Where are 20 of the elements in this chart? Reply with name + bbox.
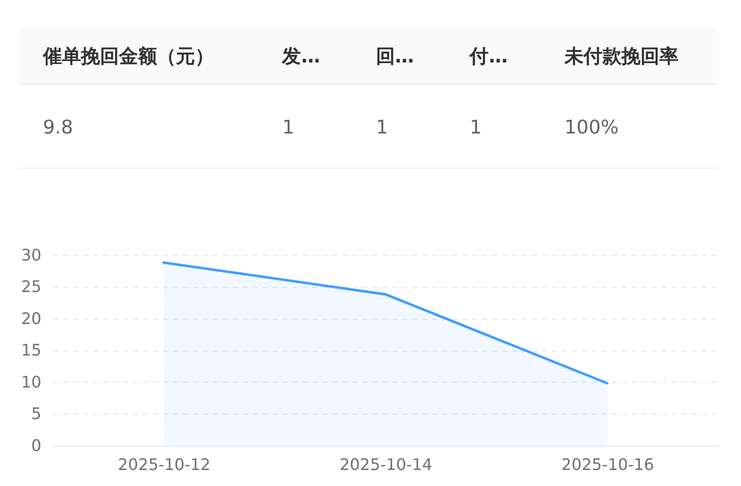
y-tick-label: 30	[21, 245, 42, 264]
y-tick-label: 25	[21, 277, 42, 296]
category-label: 未付款挽回率	[563, 45, 678, 68]
category-label: 发…	[281, 45, 320, 68]
y-tick-label: 5	[31, 404, 42, 424]
category-label: 催单挽回金额（元）	[42, 45, 214, 68]
y-tick-label: 15	[21, 340, 42, 360]
x-tick-label: 2025-10-14	[340, 454, 432, 474]
y-tick-label: 20	[21, 308, 42, 328]
x-tick-label: 2025-10-12	[118, 454, 211, 474]
x-tick-label: 2025-10-16	[561, 454, 654, 474]
category-label: 付…	[468, 45, 508, 68]
text: 1	[470, 116, 482, 138]
text: 1	[376, 116, 388, 138]
text: 1	[282, 116, 294, 138]
text: 100%	[564, 116, 619, 138]
text: 9.8	[42, 116, 74, 138]
category-label: 回…	[376, 45, 414, 68]
y-tick-label: 0	[31, 436, 42, 455]
y-tick-label: 10	[21, 372, 42, 392]
